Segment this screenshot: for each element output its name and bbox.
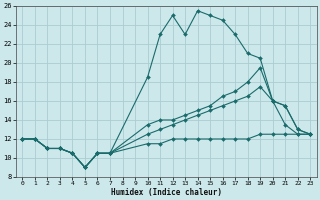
X-axis label: Humidex (Indice chaleur): Humidex (Indice chaleur) (111, 188, 222, 197)
